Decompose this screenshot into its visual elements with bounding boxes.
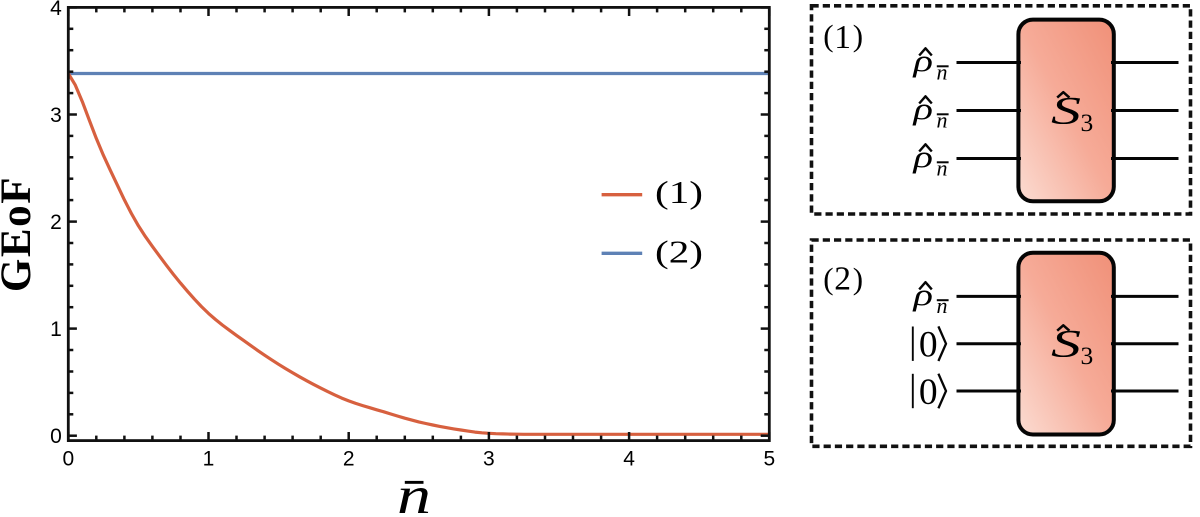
svg-text:3: 3 [50, 104, 62, 127]
svg-text:2: 2 [343, 448, 355, 471]
svg-text:0: 0 [62, 448, 74, 471]
svg-text:1: 1 [834, 19, 851, 56]
svg-text:5: 5 [763, 448, 775, 471]
svg-text:n: n [937, 293, 948, 318]
svg-text:4: 4 [50, 0, 62, 20]
svg-text:GEoF: GEoF [0, 176, 40, 292]
svg-text:n: n [937, 107, 948, 132]
svg-text:n: n [937, 155, 948, 180]
svg-text:1: 1 [203, 448, 215, 471]
svg-text:0: 0 [919, 325, 938, 366]
svg-text:ρ: ρ [912, 277, 933, 312]
svg-text:(1): (1) [655, 175, 703, 210]
svg-text:): ) [853, 261, 863, 296]
svg-text:ρ: ρ [912, 43, 933, 78]
svg-text:(: ( [823, 18, 833, 53]
svg-text:3: 3 [1081, 108, 1094, 137]
svg-text:(2): (2) [655, 235, 703, 270]
svg-text:n: n [937, 59, 948, 84]
svg-text:(: ( [823, 261, 833, 296]
svg-text:3: 3 [483, 448, 495, 471]
svg-text:n: n [397, 467, 431, 517]
svg-text:): ) [853, 18, 863, 53]
svg-text:3: 3 [1081, 341, 1094, 370]
svg-text:2: 2 [50, 211, 62, 234]
svg-text:ρ: ρ [912, 91, 933, 126]
svg-text:2: 2 [834, 260, 851, 297]
svg-text:0: 0 [50, 425, 62, 448]
svg-text:4: 4 [623, 448, 635, 471]
svg-text:ρ: ρ [912, 139, 933, 174]
svg-text:S: S [1051, 90, 1081, 133]
svg-text:1: 1 [50, 318, 62, 341]
svg-text:0: 0 [919, 372, 938, 413]
svg-text:S: S [1051, 323, 1081, 366]
